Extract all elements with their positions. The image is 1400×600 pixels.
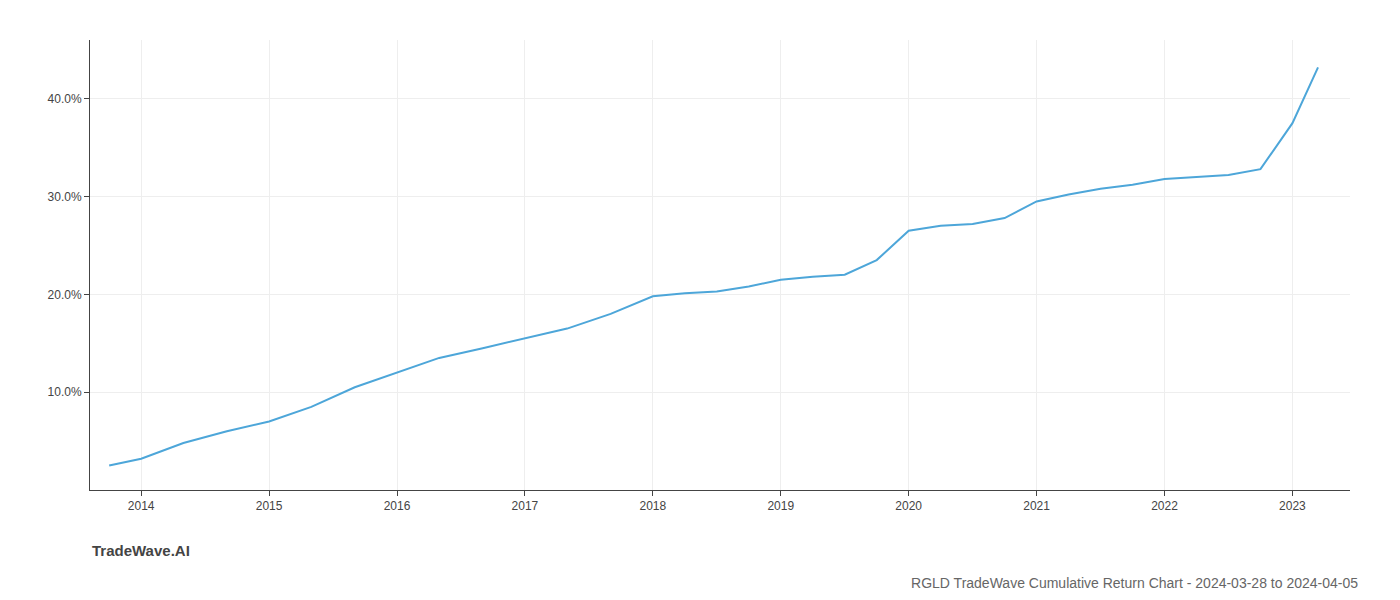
svg-text:30.0%: 30.0% xyxy=(48,190,82,204)
svg-text:TradeWave.AI: TradeWave.AI xyxy=(92,542,190,559)
svg-text:10.0%: 10.0% xyxy=(48,385,82,399)
svg-text:2016: 2016 xyxy=(384,499,411,513)
svg-text:2015: 2015 xyxy=(256,499,283,513)
svg-text:20.0%: 20.0% xyxy=(48,288,82,302)
svg-text:40.0%: 40.0% xyxy=(48,92,82,106)
svg-text:2019: 2019 xyxy=(767,499,794,513)
svg-text:2021: 2021 xyxy=(1023,499,1050,513)
svg-text:2017: 2017 xyxy=(512,499,539,513)
svg-text:2020: 2020 xyxy=(895,499,922,513)
svg-text:2018: 2018 xyxy=(639,499,666,513)
svg-text:2014: 2014 xyxy=(128,499,155,513)
svg-text:2023: 2023 xyxy=(1279,499,1306,513)
svg-text:2022: 2022 xyxy=(1151,499,1178,513)
svg-text:RGLD TradeWave Cumulative Retu: RGLD TradeWave Cumulative Return Chart -… xyxy=(911,575,1358,591)
